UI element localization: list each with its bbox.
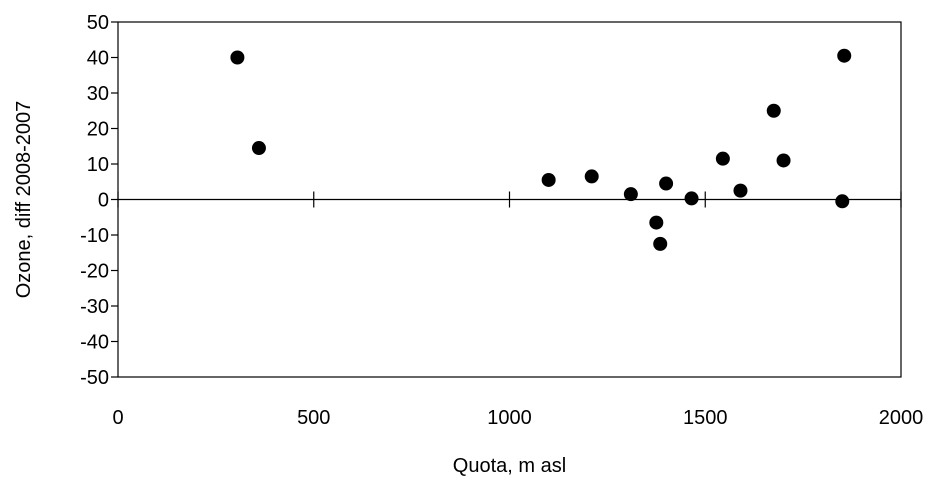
x-tick-label: 2000 <box>879 407 924 429</box>
data-point <box>684 191 699 206</box>
y-tick-label: 0 <box>98 190 109 212</box>
data-point <box>766 103 781 118</box>
y-axis: 50 40 30 20 10 0 -10 -20 -30 -40 -50 <box>80 12 118 389</box>
data-point <box>251 141 266 156</box>
data-point <box>541 172 556 187</box>
y-tick-label: -40 <box>80 332 109 354</box>
data-point <box>584 169 599 184</box>
x-axis: 0 500 1000 1500 2000 <box>112 191 924 429</box>
y-tick-label: 10 <box>87 154 109 176</box>
data-point <box>733 183 748 198</box>
y-tick-label: -20 <box>80 261 109 283</box>
x-tick-label: 1500 <box>683 407 728 429</box>
y-tick-label: 20 <box>87 119 109 141</box>
y-tick-label: -30 <box>80 296 109 318</box>
y-tick-label: 40 <box>87 48 109 70</box>
data-point <box>653 236 668 251</box>
y-tick-label: -10 <box>80 225 109 247</box>
y-tick-label: 50 <box>87 12 109 34</box>
data-point <box>230 50 245 65</box>
data-point <box>715 151 730 166</box>
x-tick-label: 1000 <box>487 407 532 429</box>
data-points <box>230 48 852 251</box>
y-tick-label: 30 <box>87 83 109 105</box>
data-point <box>835 194 850 209</box>
data-point <box>623 187 638 202</box>
x-tick-label: 0 <box>112 407 123 429</box>
data-point <box>649 215 664 230</box>
data-point <box>659 176 674 191</box>
data-point <box>837 48 852 63</box>
x-tick-label: 500 <box>297 407 330 429</box>
data-point <box>776 153 791 168</box>
x-axis-title: Quota, m asl <box>453 455 566 477</box>
y-axis-title: Ozone, diff 2008-2007 <box>13 101 35 299</box>
y-tick-label: -50 <box>80 367 109 389</box>
